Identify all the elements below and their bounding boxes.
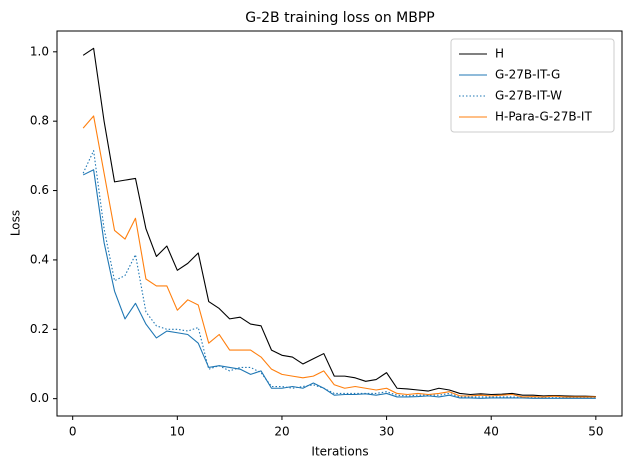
chart-title: G-2B training loss on MBPP: [245, 10, 435, 26]
plot-area: [82, 47, 596, 399]
x-tick-label: 10: [170, 425, 185, 439]
x-tick-label: 20: [274, 425, 289, 439]
y-tick-label: 0.2: [30, 322, 49, 336]
y-tick-label: 0.4: [30, 252, 49, 266]
x-tick-label: 0: [69, 425, 77, 439]
legend-label: H-Para-G-27B-IT: [495, 110, 592, 124]
series-line-h: [82, 47, 596, 398]
y-axis-label: Loss: [9, 210, 23, 236]
x-axis: 0 10 20 30 40 50: [69, 416, 603, 439]
legend-label: H: [495, 47, 504, 61]
axes-frame: [56, 30, 623, 417]
x-tick-label: 40: [484, 425, 499, 439]
x-tick-label: 50: [588, 425, 603, 439]
y-tick-label: 0.0: [30, 391, 49, 405]
x-tick-label: 30: [379, 425, 394, 439]
series-line-g-27b-it-w: [82, 150, 596, 399]
y-tick-label: 0.6: [30, 183, 49, 197]
legend-label: G-27B-IT-W: [495, 89, 562, 103]
series-line-g-27b-it-g: [82, 169, 596, 399]
y-tick-label: 1.0: [30, 44, 49, 58]
y-tick-label: 0.8: [30, 114, 49, 128]
x-axis-label: Iterations: [311, 445, 368, 459]
legend: H G-27B-IT-G G-27B-IT-W H-Para-G-27B-IT: [450, 38, 615, 133]
legend-box: [450, 38, 615, 133]
series-line-h-para-g-27b-it: [82, 115, 596, 398]
legend-label: G-27B-IT-G: [495, 68, 560, 82]
y-axis: 0.0 0.2 0.4 0.6 0.8 1.0: [30, 44, 57, 405]
